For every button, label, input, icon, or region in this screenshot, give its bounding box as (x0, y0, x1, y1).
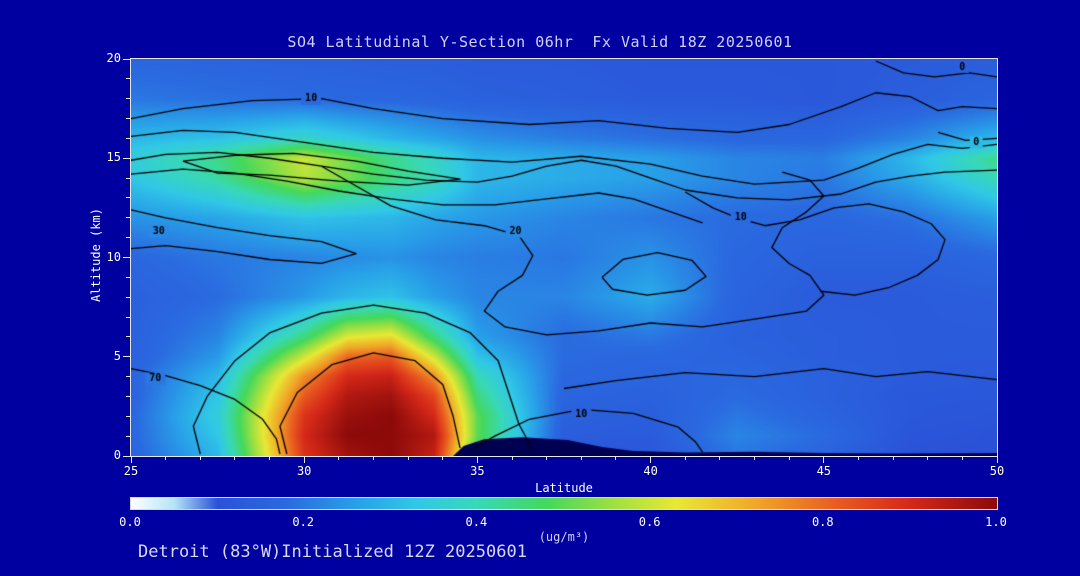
y-tick-minor (126, 376, 130, 378)
x-tick-label: 40 (643, 464, 658, 478)
y-tick-major (123, 58, 130, 60)
colorbar-tick-label: 0.0 (119, 515, 141, 529)
y-tick-minor (126, 217, 130, 219)
x-tick-minor (961, 456, 963, 460)
y-tick-minor (126, 177, 130, 179)
x-tick-major (650, 456, 652, 463)
colorbar-tick-label: 0.6 (638, 515, 661, 529)
y-tick-minor (126, 78, 130, 80)
plot-area (130, 58, 998, 457)
y-tick-minor (126, 197, 130, 199)
x-tick-minor (511, 456, 513, 460)
x-tick-minor (199, 456, 201, 460)
x-tick-minor (407, 456, 409, 460)
x-tick-minor (338, 456, 340, 460)
x-tick-minor (372, 456, 374, 460)
y-tick-minor (126, 435, 130, 437)
x-tick-major (996, 456, 998, 463)
y-tick-label: 0 (113, 448, 121, 462)
x-tick-major (823, 456, 825, 463)
y-tick-minor (126, 98, 130, 100)
x-tick-minor (615, 456, 617, 460)
y-tick-label: 5 (113, 348, 121, 363)
colorbar (130, 497, 998, 510)
x-tick-major (476, 456, 478, 463)
y-tick-label: 20 (106, 51, 121, 65)
y-tick-minor (126, 118, 130, 120)
y-tick-minor (126, 336, 130, 338)
x-tick-minor (234, 456, 236, 460)
y-tick-label: 10 (106, 249, 121, 264)
x-tick-minor (857, 456, 859, 460)
y-tick-minor (126, 395, 130, 397)
colorbar-units: (ug/m³) (538, 530, 590, 544)
x-tick-minor (580, 456, 582, 460)
x-tick-minor (719, 456, 721, 460)
x-tick-label: 30 (296, 464, 312, 478)
x-tick-major (130, 456, 132, 463)
plot-title: SO4 Latitudinal Y-Section 06hr Fx Valid … (287, 33, 793, 51)
x-tick-minor (442, 456, 444, 460)
x-tick-minor (546, 456, 548, 460)
x-tick-minor (754, 456, 756, 460)
colorbar-tick-label: 0.8 (811, 515, 834, 529)
y-tick-minor (126, 237, 130, 239)
colorbar-tick-label: 1.0 (985, 515, 1007, 529)
x-tick-label: 45 (816, 464, 832, 478)
x-tick-minor (927, 456, 929, 460)
x-tick-label: 35 (470, 464, 485, 478)
x-tick-label: 25 (123, 464, 139, 478)
colorbar-tick-label: 0.4 (465, 515, 488, 529)
y-tick-minor (126, 276, 130, 278)
y-tick-major (123, 157, 130, 159)
y-tick-minor (126, 296, 130, 298)
y-tick-major (123, 257, 130, 258)
footer-text: Detroit (83°W)Initialized 12Z 20250601 (138, 542, 527, 562)
x-tick-minor (165, 456, 167, 460)
y-tick-minor (126, 137, 130, 139)
x-tick-minor (684, 456, 686, 460)
y-tick-minor (126, 316, 130, 318)
y-tick-minor (126, 415, 130, 417)
x-tick-minor (269, 456, 271, 460)
y-tick-major (123, 356, 130, 358)
x-tick-minor (892, 456, 894, 460)
x-tick-major (303, 456, 305, 463)
x-axis-label: Latitude (535, 481, 593, 495)
y-tick-label: 15 (106, 150, 121, 165)
x-tick-label: 50 (989, 464, 1005, 478)
y-tick-major (123, 455, 130, 457)
heatmap-canvas (131, 59, 997, 456)
x-tick-minor (788, 456, 790, 460)
colorbar-tick-label: 0.2 (292, 515, 315, 529)
